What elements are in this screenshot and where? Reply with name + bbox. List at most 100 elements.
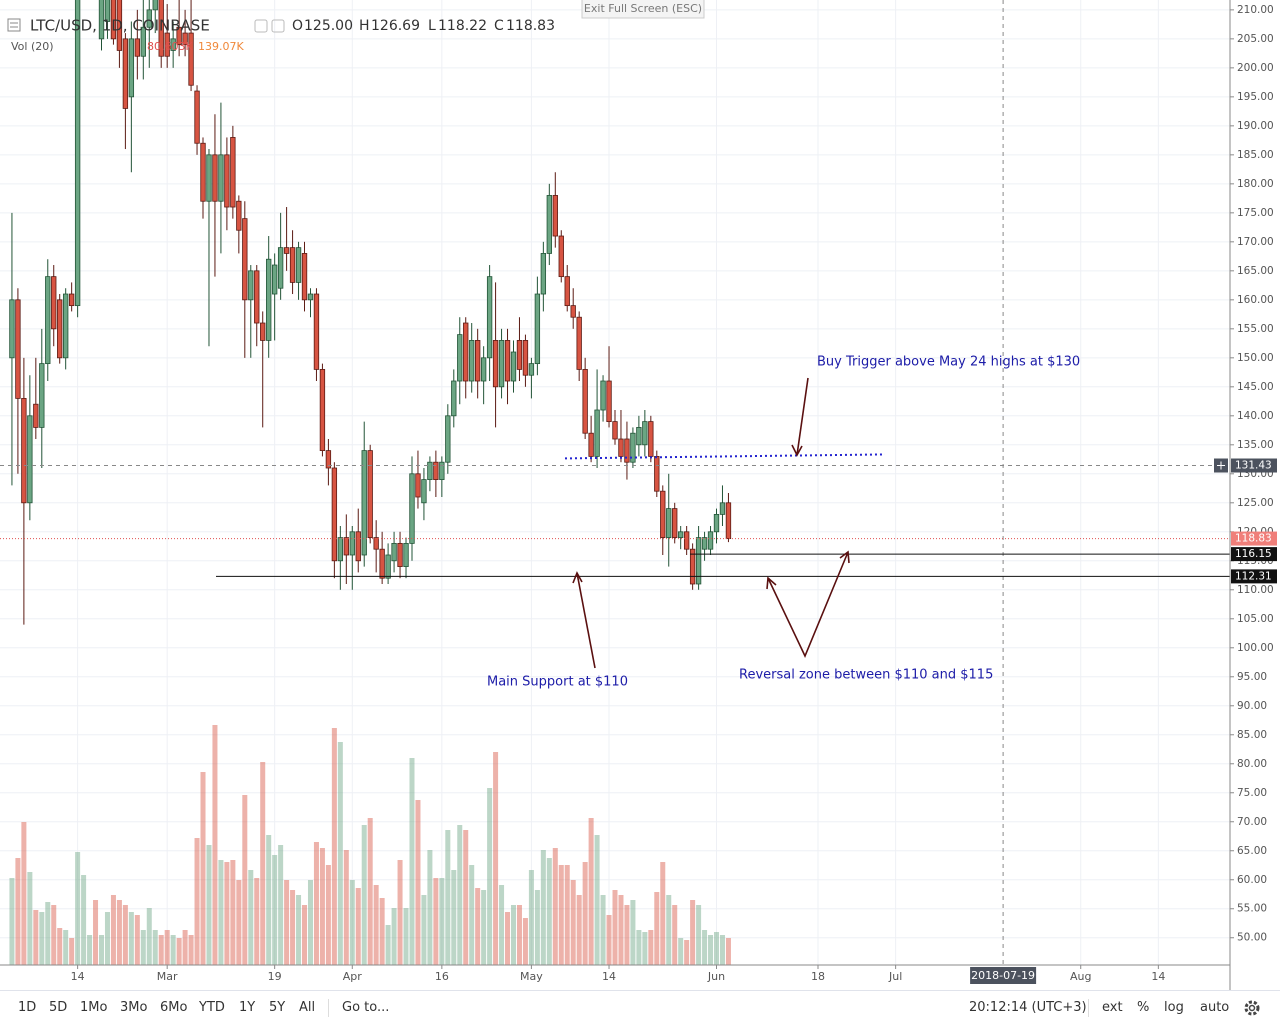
candle-body <box>224 154 230 208</box>
option-button[interactable]: log <box>1164 1000 1184 1015</box>
candle-body <box>104 0 111 22</box>
settings-button[interactable] <box>1243 999 1261 1017</box>
candle-body <box>140 26 146 57</box>
clock: 20:12:14 (UTC+3) <box>969 1000 1087 1015</box>
option-button[interactable]: ext <box>1102 1000 1123 1015</box>
volume-bar <box>248 870 254 965</box>
candle-body <box>122 38 129 109</box>
range-button[interactable]: 3Mo <box>120 1000 148 1015</box>
range-button[interactable]: 5D <box>49 1000 68 1015</box>
candle-body <box>606 380 612 423</box>
volume-bar <box>534 890 540 965</box>
candle-body <box>152 0 158 11</box>
crosshair-price-label: 131.43 <box>1235 460 1272 472</box>
candle-body <box>707 531 714 550</box>
range-button[interactable]: All <box>299 1000 316 1015</box>
y-tick-label: 110.00 <box>1237 584 1274 596</box>
candle-body <box>373 537 379 550</box>
candle-body <box>33 403 39 428</box>
candle-body <box>21 398 27 504</box>
volume-bar <box>45 902 51 965</box>
volume-bar <box>451 870 457 965</box>
tooltip: Exit Full Screen (ESC) <box>581 0 705 19</box>
volume-bar <box>570 880 576 965</box>
candle-body <box>158 0 164 57</box>
ohlc-value: 118.22 <box>438 18 487 34</box>
plus-icon <box>1217 461 1225 470</box>
candle-body <box>74 0 81 307</box>
y-tick-label: 90.00 <box>1237 700 1267 712</box>
candle-body <box>266 258 272 341</box>
gear <box>1244 1000 1260 1016</box>
option-button[interactable]: % <box>1137 1000 1150 1015</box>
candle-body <box>110 0 117 40</box>
volume-bar <box>576 895 582 965</box>
candle-body <box>457 334 463 382</box>
separator <box>328 999 329 1017</box>
candle-body <box>528 363 535 376</box>
ohlc-value: 125.00 <box>304 18 353 34</box>
gear <box>1248 1004 1256 1012</box>
candle-body <box>343 537 349 556</box>
y-tick-label: 125.00 <box>1237 497 1274 509</box>
candle-body <box>564 276 570 307</box>
volume-bar <box>708 935 714 965</box>
candle-body <box>134 38 140 57</box>
volume-bar <box>302 905 308 965</box>
candle-body <box>164 32 170 57</box>
volume-bar <box>552 848 558 965</box>
chart: Buy Trigger above May 24 highs at $130 M… <box>0 0 1277 990</box>
volume-bar <box>325 865 331 965</box>
candle-body <box>397 542 403 567</box>
volume-bar <box>116 900 122 965</box>
candle-body <box>325 450 332 469</box>
arrow-head <box>839 550 850 564</box>
volume-bar <box>696 905 702 965</box>
candle-body <box>194 90 200 144</box>
option-button[interactable]: auto <box>1200 1000 1230 1015</box>
range-button[interactable]: YTD <box>199 1000 225 1015</box>
volume-bar <box>403 908 409 965</box>
candle-body <box>433 461 439 481</box>
candle-body <box>206 154 212 202</box>
volume-bar <box>373 885 379 965</box>
volume-bar <box>421 895 427 965</box>
candle-body <box>427 461 433 481</box>
volume-bar <box>636 930 642 965</box>
range-button[interactable]: 1Mo <box>80 1000 108 1015</box>
ohlc-label: C <box>494 18 504 34</box>
volume-bar <box>57 928 63 965</box>
volume-bar <box>606 915 612 965</box>
volume-bar <box>170 935 176 965</box>
arrow-head <box>572 571 583 584</box>
volume-bar <box>522 918 528 965</box>
range-button[interactable]: 1Y <box>239 1000 256 1015</box>
volume-bar <box>313 842 319 965</box>
candle-body <box>248 270 254 301</box>
candle-body <box>624 438 630 463</box>
volume-bar <box>654 892 660 965</box>
volume-bar <box>33 910 39 965</box>
range-button[interactable]: 6Mo <box>160 1000 188 1015</box>
volume-bar <box>493 752 499 965</box>
arrow <box>767 551 849 658</box>
last-price-label-box <box>1231 531 1277 546</box>
candle-body <box>218 154 224 202</box>
volume-bar <box>725 938 731 965</box>
volume-bar <box>194 838 200 965</box>
goto-button[interactable]: Go to... <box>342 1000 390 1015</box>
volume-bar <box>218 860 224 965</box>
level-label: 112.31 <box>1235 570 1272 582</box>
candle-body <box>713 513 720 533</box>
volume-bar <box>254 878 260 965</box>
candle-body <box>648 421 654 457</box>
candle-body <box>128 38 135 98</box>
volume-bar <box>51 905 57 965</box>
range-button[interactable]: 5Y <box>269 1000 286 1015</box>
volume-bar <box>516 905 522 965</box>
range-button[interactable]: 1D <box>18 1000 37 1015</box>
ohlc-value: 118.83 <box>506 18 555 34</box>
candle-body <box>672 508 678 538</box>
y-tick-label: 55.00 <box>1237 903 1267 915</box>
annotation: Buy Trigger above May 24 highs at $130 <box>817 355 1080 370</box>
